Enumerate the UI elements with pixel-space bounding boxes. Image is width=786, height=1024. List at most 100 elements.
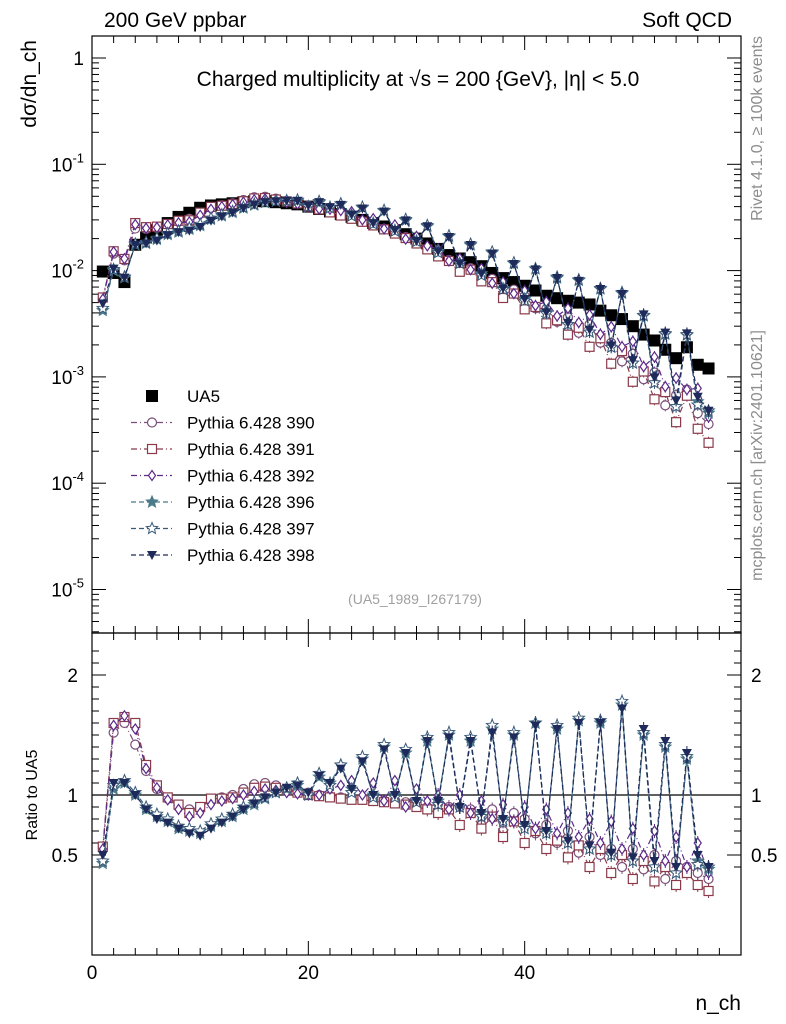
data-point [205,216,216,226]
data-point [552,309,562,323]
data-point [552,725,563,734]
data-point [270,197,281,207]
data-point [584,341,595,352]
data-point [563,302,573,315]
data-point [400,749,411,758]
data-point [627,873,638,885]
data-point [530,265,541,275]
data-point [195,222,206,232]
data-point [109,719,118,732]
data-point [595,719,606,728]
data-point [670,417,682,428]
data-point [141,239,152,249]
data-point [358,788,367,802]
data-point [97,299,108,309]
data-point [562,852,574,863]
data-point [151,815,162,824]
data-point [509,815,519,828]
legend: UA5 Pythia 6.428 390 Pythia 6.428 391 Pythi… [131,387,315,565]
data-point [596,836,605,850]
data-point [671,396,682,406]
data-point [606,848,617,858]
data-point [671,372,681,385]
data-point [498,284,509,294]
ratio-series-group [95,694,716,898]
data-point [184,226,195,236]
data-point [551,292,564,305]
data-point [498,815,509,824]
data-point [379,207,390,217]
data-point [141,762,151,775]
data-point [444,254,454,268]
data-point [216,212,227,222]
data-point [627,356,638,366]
data-point [639,848,648,862]
data-point [281,783,292,793]
data-point [422,737,433,746]
data-point [670,879,682,891]
x-axis-label: n_ch [695,992,741,1015]
data-point [152,781,162,794]
data-point [660,328,671,338]
data-point [108,264,119,274]
data-point [682,860,692,874]
ratio-tick-label-right: 2 [751,666,762,687]
data-point [335,200,346,210]
data-point [145,494,159,508]
data-point [606,867,617,879]
data-point [648,334,661,347]
data-point [97,851,108,860]
data-point [487,728,498,738]
data-point [147,551,157,560]
data-point [130,739,141,750]
data-point [691,358,704,371]
data-point [649,857,660,866]
data-point [703,863,714,872]
data-point [692,423,703,434]
side-text-top: Rivet 4.1.0, ≥ 100k events [749,36,766,221]
data-point [379,222,389,235]
data-point [628,335,638,348]
data-point [519,837,530,849]
legend-item: Pythia 6.428 390 [131,414,315,433]
data-point [238,805,249,815]
data-point [530,721,541,731]
data-point [595,284,606,294]
data-point [617,290,628,300]
data-point [519,821,530,830]
data-point [119,273,130,283]
data-point [346,785,357,794]
data-point [433,797,444,806]
data-point [206,798,216,811]
data-point [411,236,422,246]
legend-label: Pythia 6.428 392 [187,467,315,486]
data-point [561,294,574,307]
data-point [507,276,520,289]
legend-label: Pythia 6.428 396 [187,493,315,512]
y-tick-label: 10-3 [51,363,84,389]
ratio-tick-label-right: 1 [751,786,762,807]
legend-item: Pythia 6.428 392 [131,467,315,486]
data-point [649,876,660,887]
data-point [174,803,183,816]
data-point [605,309,618,322]
data-point [401,233,410,246]
legend-label: UA5 [187,387,220,406]
data-point [562,836,573,846]
data-point [572,296,585,309]
data-point [508,259,519,269]
legend-label: Pythia 6.428 390 [187,414,315,433]
data-point [626,320,639,333]
data-point [573,719,584,728]
data-point [497,292,509,304]
header-left: 200 GeV ppbar [104,9,246,32]
data-point [422,222,433,232]
data-point [400,216,411,226]
data-point [292,196,303,206]
data-point [638,310,649,320]
ratio-line [102,701,709,874]
data-point [509,287,519,300]
data-point [681,329,692,339]
data-point [368,219,379,229]
data-point [487,277,497,290]
